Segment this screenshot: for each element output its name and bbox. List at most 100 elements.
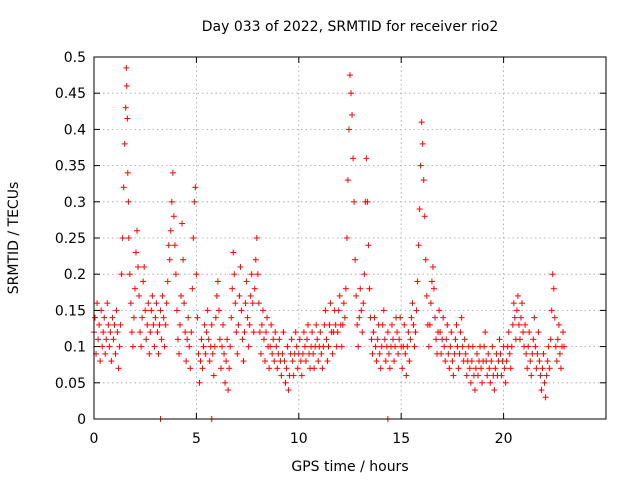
data-point — [198, 336, 205, 343]
data-point — [301, 343, 308, 350]
data-point — [388, 321, 395, 328]
data-point — [543, 372, 550, 379]
data-point — [156, 321, 163, 328]
data-point — [136, 292, 143, 299]
data-point — [149, 292, 156, 299]
data-point — [239, 336, 246, 343]
data-point — [548, 307, 555, 314]
data-point — [134, 227, 141, 234]
data-point — [201, 321, 208, 328]
data-point — [535, 329, 542, 336]
data-point — [128, 329, 135, 336]
data-point — [425, 343, 432, 350]
data-point — [489, 343, 496, 350]
data-point — [192, 184, 199, 191]
data-point — [401, 321, 408, 328]
data-point — [537, 372, 544, 379]
data-point — [200, 343, 207, 350]
data-point — [183, 358, 190, 365]
data-point — [155, 350, 162, 357]
data-point — [256, 329, 263, 336]
data-point — [344, 177, 351, 184]
data-point — [227, 343, 234, 350]
data-point — [556, 350, 563, 357]
data-point — [268, 321, 275, 328]
data-point — [119, 235, 126, 241]
data-point — [528, 372, 535, 379]
data-point — [92, 314, 99, 321]
data-point — [549, 271, 556, 278]
data-point — [199, 365, 206, 372]
data-point — [485, 350, 492, 357]
data-point — [329, 350, 336, 357]
data-point — [266, 365, 273, 372]
data-point — [188, 329, 195, 336]
data-point — [193, 271, 200, 278]
y-tick-label: 0.05 — [55, 376, 86, 392]
data-point — [123, 64, 130, 71]
data-point — [507, 365, 514, 372]
data-point — [211, 343, 218, 350]
data-point — [382, 358, 389, 365]
data-point — [125, 198, 132, 205]
data-point — [419, 140, 426, 147]
data-point — [296, 336, 303, 343]
data-point — [110, 336, 117, 343]
data-point — [212, 314, 219, 321]
data-point — [525, 343, 532, 350]
y-axis-title: SRMTID / TECUs — [6, 182, 22, 295]
chart-title: Day 033 of 2022, SRMTID for receiver rio… — [202, 19, 499, 35]
data-point — [246, 321, 253, 328]
data-point — [143, 336, 150, 343]
data-point — [135, 263, 142, 270]
data-point — [167, 227, 174, 234]
data-point — [164, 278, 171, 285]
data-point — [409, 300, 416, 307]
data-point — [172, 271, 179, 278]
data-point — [524, 365, 531, 372]
data-point — [322, 307, 329, 314]
data-point — [487, 379, 494, 386]
data-point — [526, 329, 533, 336]
data-point — [271, 358, 278, 365]
data-point — [318, 350, 325, 357]
data-point — [527, 358, 534, 365]
data-point — [514, 292, 521, 299]
data-point — [255, 300, 262, 307]
data-point — [334, 329, 341, 336]
data-point — [433, 336, 440, 343]
data-point — [502, 379, 509, 386]
data-point — [243, 278, 250, 285]
data-point — [443, 336, 450, 343]
data-point — [160, 314, 167, 321]
data-point — [448, 329, 455, 336]
data-point — [202, 350, 209, 357]
data-point — [374, 336, 381, 343]
data-point — [137, 329, 144, 336]
data-point — [112, 350, 119, 357]
data-point — [484, 372, 491, 379]
data-point — [479, 379, 486, 386]
data-point — [177, 321, 184, 328]
data-point — [145, 300, 152, 307]
data-point — [326, 321, 333, 328]
data-point — [264, 314, 271, 321]
data-point — [431, 314, 438, 321]
data-point — [162, 321, 169, 328]
data-point — [284, 343, 291, 350]
data-point — [478, 365, 485, 372]
data-point — [303, 336, 310, 343]
data-point — [561, 343, 568, 350]
x-tick-label: 20 — [495, 431, 513, 447]
data-point — [179, 220, 186, 227]
data-point — [107, 329, 114, 336]
x-axis-title: GPS time / hours — [291, 459, 408, 475]
data-point — [402, 350, 409, 357]
data-point — [550, 285, 557, 292]
x-tick-label: 10 — [290, 431, 308, 447]
data-point — [455, 365, 462, 372]
data-point — [496, 336, 503, 343]
y-tick-label: 0.5 — [64, 50, 86, 66]
data-point — [456, 350, 463, 357]
data-point — [195, 350, 202, 357]
